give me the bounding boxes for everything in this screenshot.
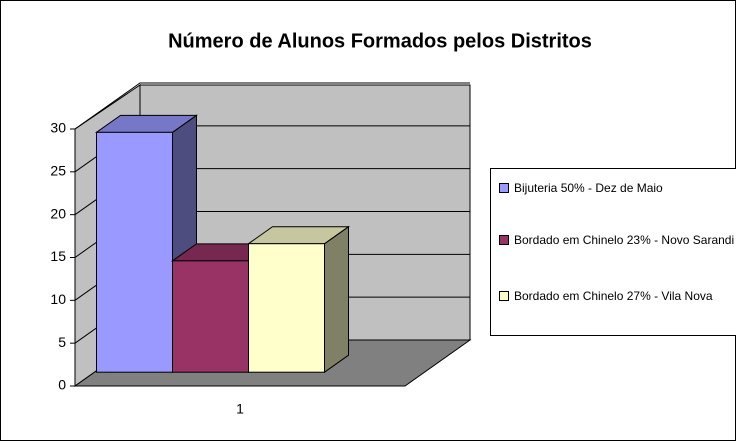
legend-swatch bbox=[499, 183, 509, 193]
y-tick-label: 5 bbox=[58, 334, 66, 350]
bar-front bbox=[172, 260, 249, 373]
legend-swatch bbox=[499, 235, 509, 245]
legend-label: Bordado em Chinelo 27% - Vila Nova bbox=[514, 289, 713, 303]
legend-swatch bbox=[499, 291, 509, 301]
y-tick-label: 0 bbox=[58, 377, 66, 393]
legend-label: Bijuteria 50% - Dez de Maio bbox=[514, 181, 663, 195]
y-tick-label: 15 bbox=[50, 248, 66, 264]
legend-item: Bordado em Chinelo 23% - Novo Sarandi bbox=[499, 231, 736, 249]
y-tick-label: 25 bbox=[50, 163, 66, 179]
legend: Bijuteria 50% - Dez de Maio Bordado em Ch… bbox=[490, 168, 736, 336]
bar-front bbox=[248, 243, 325, 373]
legend-item: Bordado em Chinelo 27% - Vila Nova bbox=[499, 287, 736, 305]
grid-line bbox=[74, 82, 470, 130]
y-tick-label: 30 bbox=[50, 120, 66, 136]
bar-side bbox=[324, 225, 349, 374]
y-tick-label: 20 bbox=[50, 205, 66, 221]
bar bbox=[246, 225, 351, 374]
x-tick-label: 1 bbox=[236, 401, 244, 417]
chart-title: Número de Alunos Formados pelos Distrito… bbox=[168, 30, 592, 52]
y-tick-label: 10 bbox=[50, 291, 66, 307]
legend-item: Bijuteria 50% - Dez de Maio bbox=[499, 179, 736, 197]
legend-label: Bordado em Chinelo 23% - Novo Sarandi bbox=[514, 233, 735, 247]
bar-front bbox=[96, 131, 173, 373]
